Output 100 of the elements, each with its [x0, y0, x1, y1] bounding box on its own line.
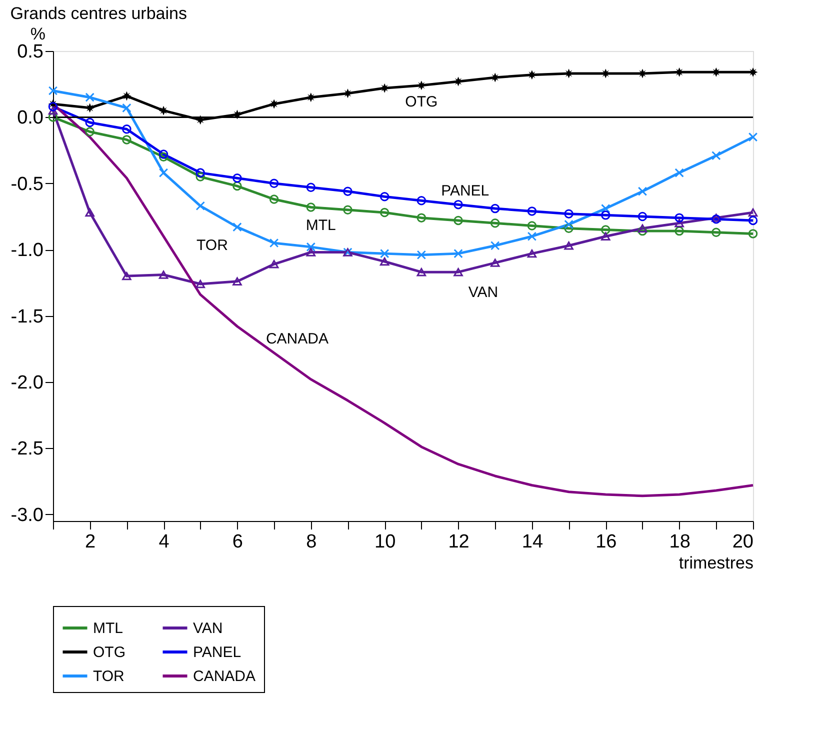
- point: [48, 102, 58, 112]
- y-tick-label: -2.5: [10, 438, 44, 460]
- point: [416, 268, 426, 276]
- annotation: VAN: [468, 284, 498, 302]
- point: [122, 124, 132, 134]
- point: [342, 88, 352, 98]
- x-tick-label: 14: [522, 532, 544, 552]
- point: [196, 172, 205, 182]
- point: [416, 213, 426, 222]
- point: [416, 250, 426, 260]
- point: [712, 150, 721, 160]
- point: [454, 200, 463, 210]
- point: [158, 150, 168, 159]
- point: [416, 196, 426, 206]
- point: [638, 224, 648, 233]
- point: [85, 127, 94, 136]
- y-tick-label: 0.0: [17, 108, 44, 129]
- point: [380, 83, 390, 93]
- x-tick-label: 18: [669, 532, 690, 552]
- y-tick-label: 0.5: [17, 42, 44, 62]
- point: [380, 208, 390, 218]
- point: [490, 218, 500, 228]
- point: [564, 224, 574, 234]
- point: [122, 135, 132, 144]
- point: [674, 213, 684, 222]
- point: [564, 68, 574, 78]
- point: [490, 204, 500, 214]
- legend-label: MTL: [93, 620, 123, 637]
- point: [674, 168, 684, 178]
- point: [269, 99, 279, 109]
- point: [600, 68, 610, 78]
- point: [748, 229, 758, 238]
- point: [158, 168, 168, 178]
- point: [232, 181, 242, 191]
- annotation: CANADA: [266, 330, 328, 348]
- point: [306, 92, 316, 102]
- y-tick-label: -1.5: [10, 306, 44, 328]
- point: [48, 106, 58, 115]
- x-tick-label: 4: [158, 532, 170, 552]
- point: [638, 212, 648, 222]
- point: [712, 228, 721, 237]
- y-tick-label: -1.0: [10, 240, 44, 262]
- legend-label: PANEL: [193, 644, 242, 661]
- point: [158, 270, 168, 279]
- point: [674, 219, 684, 228]
- point: [674, 67, 684, 77]
- point: [490, 72, 500, 82]
- x-tick-label: 12: [448, 532, 470, 552]
- point: [638, 68, 648, 78]
- point: [380, 192, 390, 202]
- point: [416, 80, 426, 90]
- point: [454, 216, 463, 226]
- point: [232, 110, 242, 120]
- point: [490, 258, 500, 267]
- point: [674, 226, 684, 236]
- point: [343, 186, 352, 196]
- point: [527, 249, 537, 258]
- point: [748, 208, 758, 217]
- annotation: PANEL: [441, 182, 490, 200]
- point: [48, 112, 58, 122]
- x-axis-title: trimestres: [678, 554, 754, 572]
- point: [85, 208, 94, 217]
- point: [196, 280, 205, 288]
- point: [601, 225, 610, 234]
- point: [232, 222, 242, 232]
- annotation: MTL: [306, 217, 336, 234]
- legend-label: OTG: [93, 644, 126, 661]
- y-tick-label: -0.5: [10, 174, 44, 195]
- point: [711, 67, 721, 77]
- x-tick-label: 20: [732, 532, 754, 552]
- x-tick-label: 6: [232, 532, 243, 552]
- point: [527, 221, 537, 230]
- point: [306, 242, 316, 252]
- point: [527, 70, 537, 80]
- point: [527, 206, 537, 216]
- y-tick-label: -2.0: [10, 372, 44, 394]
- point: [380, 257, 390, 266]
- x-tick-label: 16: [596, 532, 617, 552]
- point: [380, 248, 390, 258]
- x-tick-label: 8: [306, 532, 317, 552]
- point: [601, 232, 610, 240]
- point: [158, 106, 168, 116]
- point: [601, 210, 610, 220]
- point: [748, 67, 758, 77]
- point: [306, 202, 316, 212]
- point: [232, 173, 242, 183]
- point: [196, 201, 205, 211]
- y-tick-label: -3.0: [10, 504, 44, 526]
- point: [85, 118, 94, 128]
- x-tick-label: 10: [374, 532, 396, 552]
- point: [269, 238, 279, 248]
- point: [269, 178, 279, 188]
- legend-label: TOR: [93, 668, 125, 685]
- point: [454, 268, 463, 276]
- point: [269, 194, 279, 204]
- point: [527, 232, 537, 241]
- point: [343, 205, 352, 214]
- point: [122, 272, 132, 280]
- point: [85, 103, 95, 113]
- legend-label: CANADA: [193, 668, 256, 685]
